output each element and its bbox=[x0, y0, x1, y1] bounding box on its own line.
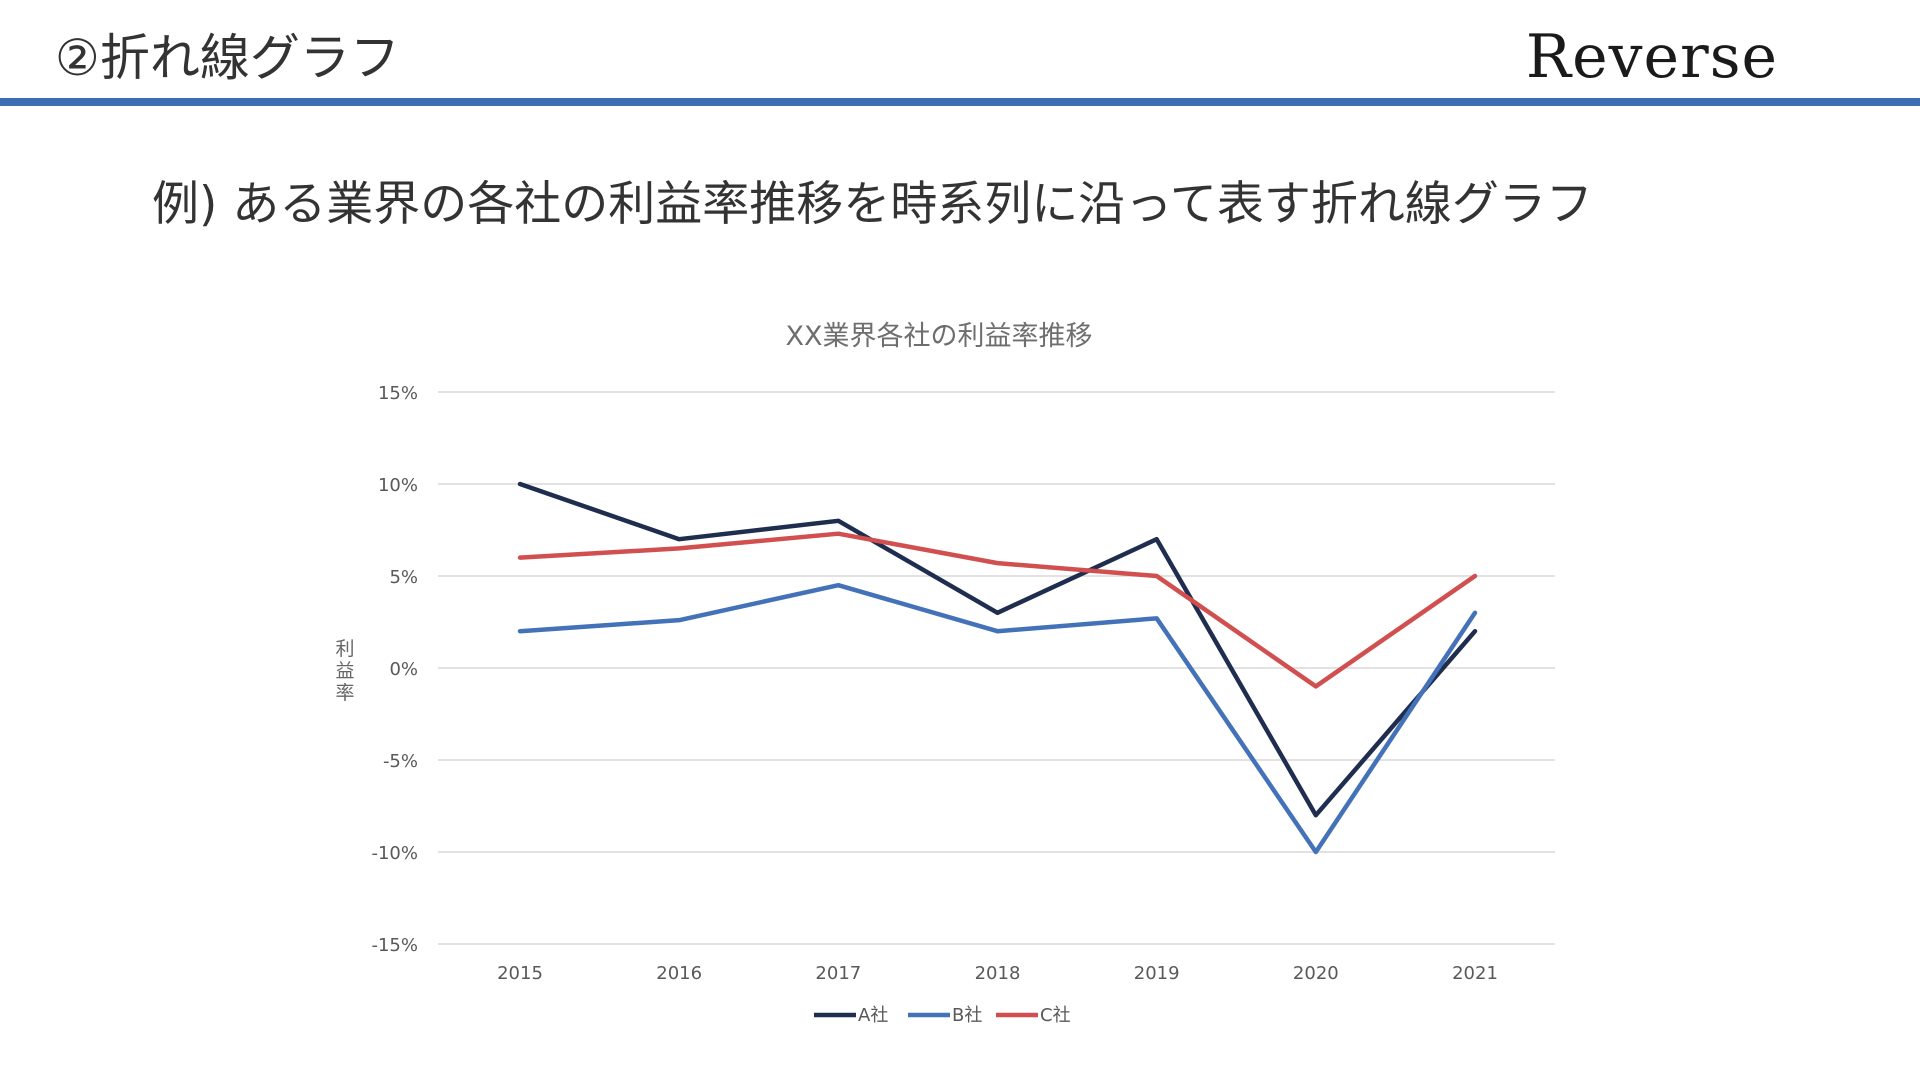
legend-label: B社 bbox=[952, 1005, 982, 1026]
header-divider bbox=[0, 98, 1920, 106]
slide-subtitle: 例) ある業界の各社の利益率推移を時系列に沿って表す折れ線グラフ bbox=[152, 177, 1593, 232]
x-tick-label: 2018 bbox=[975, 963, 1021, 984]
y-tick-label: 5% bbox=[389, 567, 418, 588]
slide-title: ②折れ線グラフ bbox=[55, 29, 400, 87]
x-tick-label: 2021 bbox=[1452, 963, 1498, 984]
y-tick-label: 0% bbox=[389, 659, 418, 680]
chart-title: XX業界各社の利益率推移 bbox=[786, 321, 1093, 352]
y-tick-label: -5% bbox=[383, 751, 418, 772]
gridlines bbox=[438, 391, 1555, 945]
series-line bbox=[517, 481, 1478, 818]
y-tick-label: -10% bbox=[371, 843, 418, 864]
series-line bbox=[517, 582, 1478, 855]
y-tick-label: -15% bbox=[371, 935, 418, 956]
brand-logo: Reverse bbox=[1525, 22, 1778, 92]
x-tick-label: 2017 bbox=[815, 963, 861, 984]
y-axis-label: 利益率 bbox=[335, 638, 354, 704]
y-tick-label: 10% bbox=[378, 475, 418, 496]
x-tick-label: 2019 bbox=[1134, 963, 1180, 984]
x-tick-label: 2020 bbox=[1293, 963, 1339, 984]
x-axis-ticks: 2015 2016 2017 2018 2019 2020 2021 bbox=[497, 963, 1498, 984]
legend-label: C社 bbox=[1040, 1005, 1071, 1026]
y-tick-label: 15% bbox=[378, 383, 418, 404]
legend: A社 B社 C社 bbox=[814, 1005, 1071, 1026]
x-tick-label: 2015 bbox=[497, 963, 543, 984]
series-line bbox=[517, 531, 1478, 689]
series-lines bbox=[517, 481, 1478, 855]
legend-label: A社 bbox=[858, 1005, 888, 1026]
x-tick-label: 2016 bbox=[656, 963, 702, 984]
y-axis-ticks: 15% 10% 5% 0% -5% -10% -15% bbox=[371, 383, 418, 956]
